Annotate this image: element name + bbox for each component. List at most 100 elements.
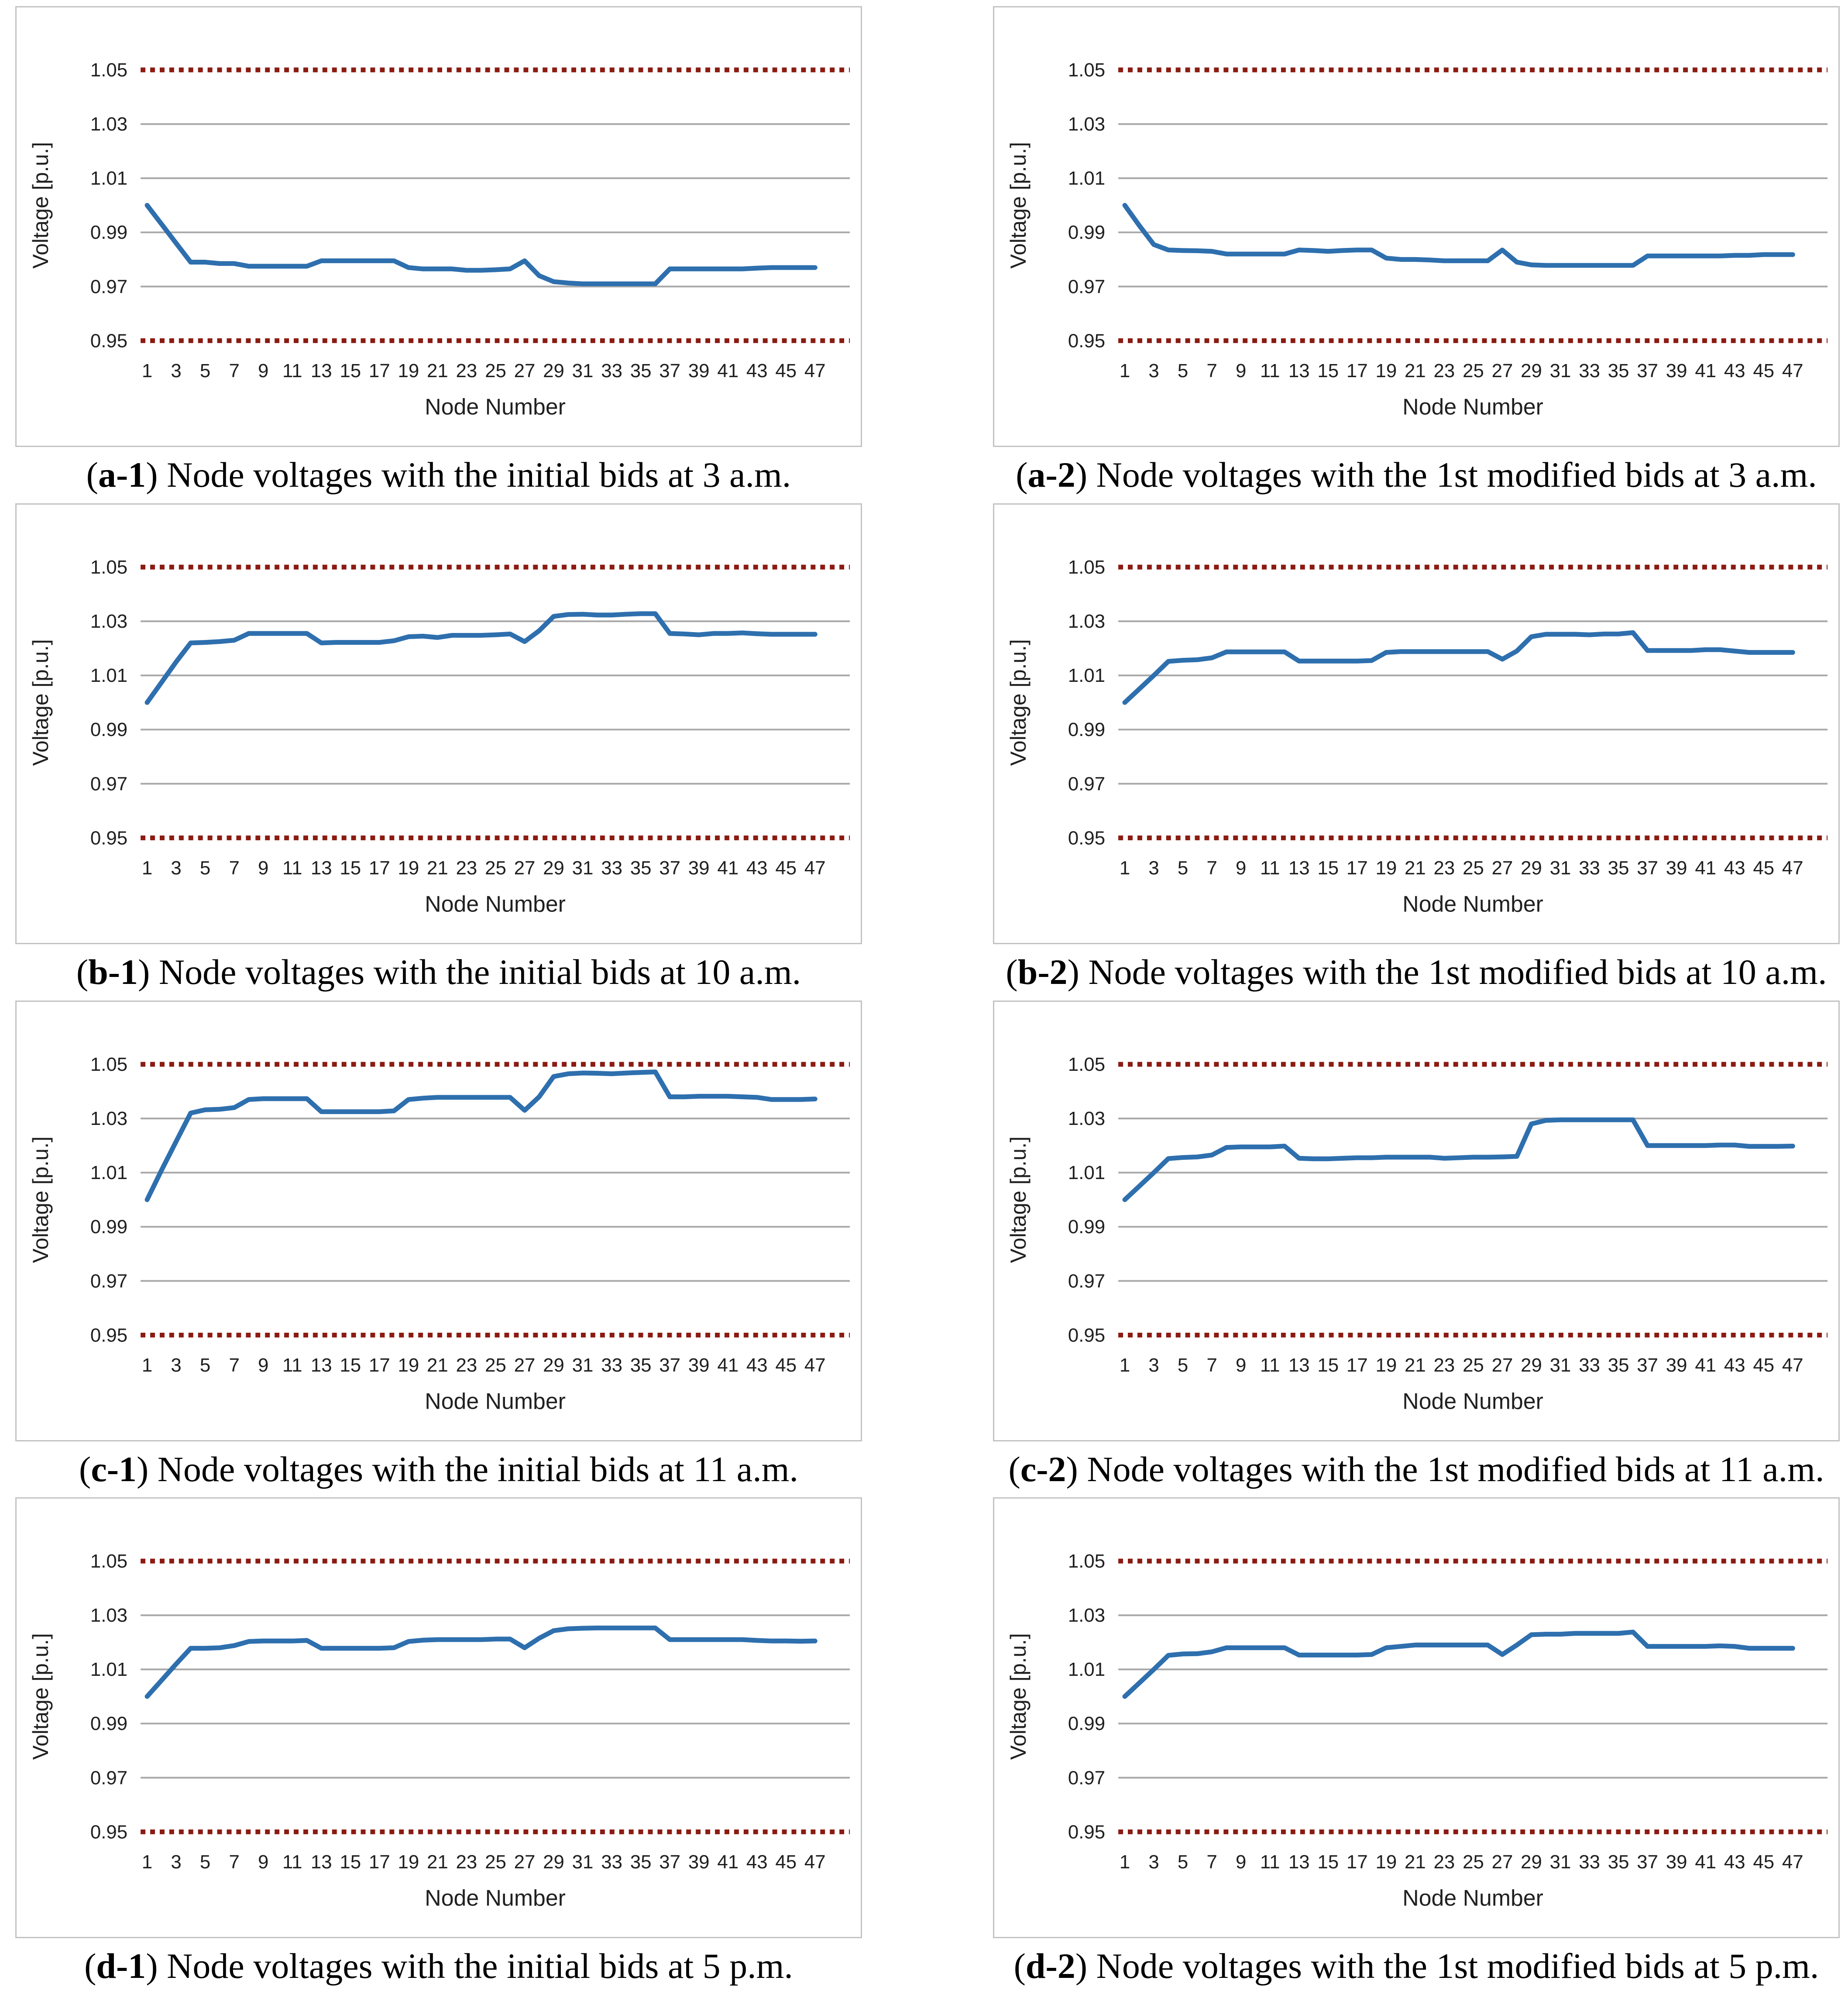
x-tick-label: 21 [427, 1851, 448, 1873]
figure-c2: 1.05 1.03 1.01 0.99 0.97 0.95 Voltage [p.u.] 1 3… [993, 1000, 1840, 1491]
x-tick-label: 39 [1666, 1354, 1687, 1375]
y-tick-label: 1.01 [90, 168, 127, 189]
x-tick-label: 27 [514, 857, 536, 879]
y-axis-title: Voltage [p.u.] [1006, 639, 1030, 766]
x-tick-label: 1 [142, 1354, 152, 1375]
x-tick-label: 21 [427, 857, 448, 879]
x-tick-label: 7 [1206, 1354, 1217, 1375]
x-tick-label: 35 [630, 360, 652, 382]
x-tick-label: 5 [200, 1851, 210, 1873]
x-tick-label: 7 [229, 1354, 239, 1375]
x-tick-label: 43 [1724, 857, 1745, 879]
y-tick-label: 1.01 [1068, 665, 1105, 686]
y-tick-label: 0.95 [1068, 330, 1105, 351]
x-tick-label: 35 [1608, 1354, 1629, 1375]
y-axis-title: Voltage [p.u.] [1006, 1633, 1030, 1760]
x-tick-label: 9 [1236, 360, 1246, 382]
x-tick-label: 5 [1178, 1354, 1188, 1375]
y-tick-label: 0.95 [90, 1822, 127, 1843]
x-tick-label: 19 [398, 857, 419, 879]
x-tick-label: 37 [659, 1851, 680, 1873]
voltage-series-line [1122, 203, 1795, 268]
x-tick-label: 33 [1579, 1851, 1600, 1873]
caption-a1: (a-1) Node voltages with the initial bid… [15, 454, 862, 496]
x-tick-label: 17 [369, 857, 390, 879]
y-tick-label: 0.99 [1068, 719, 1105, 740]
y-tick-label: 1.01 [90, 1162, 127, 1183]
x-tick-label: 27 [1492, 857, 1513, 879]
y-tick-label: 0.97 [1068, 773, 1105, 794]
caption-d2: (d-2) Node voltages with the 1st modifie… [993, 1945, 1840, 1988]
caption-a2: (a-2) Node voltages with the 1st modifie… [993, 454, 1840, 496]
caption-paren: ( [1016, 455, 1028, 495]
y-axis-title: Voltage [p.u.] [28, 1633, 53, 1760]
x-tick-label: 13 [1288, 360, 1310, 382]
y-tick-label: 0.95 [1068, 1822, 1105, 1843]
x-axis-title: Node Number [1402, 1388, 1543, 1413]
x-axis-title: Node Number [425, 1388, 566, 1413]
y-tick-label: 1.03 [1068, 611, 1105, 632]
x-tick-label: 29 [543, 1851, 564, 1873]
voltage-series-line [1122, 1117, 1795, 1202]
chart-a2: 1.05 1.03 1.01 0.99 0.97 0.95 Voltage [p.u.] 1 3… [993, 6, 1840, 447]
caption-text: ) Node voltages with the initial bids at… [146, 1946, 793, 1986]
y-tick-label: 1.05 [90, 1551, 127, 1572]
y-tick-label: 1.05 [90, 59, 127, 81]
x-axis-title: Node Number [425, 1885, 566, 1911]
x-tick-label: 29 [543, 360, 564, 382]
x-tick-label: 5 [1178, 857, 1188, 879]
x-tick-label: 29 [543, 857, 564, 879]
y-tick-label: 1.01 [1068, 1659, 1105, 1680]
x-tick-label: 25 [1463, 1851, 1484, 1873]
x-tick-label: 5 [200, 1354, 210, 1375]
x-tick-label: 13 [311, 857, 332, 879]
x-tick-label: 43 [1724, 1354, 1745, 1375]
x-tick-label: 1 [1120, 857, 1130, 879]
y-tick-label: 0.99 [1068, 222, 1105, 243]
x-tick-label: 37 [659, 360, 680, 382]
y-tick-label: 1.05 [90, 557, 127, 578]
figure-d2: 1.05 1.03 1.01 0.99 0.97 0.95 Voltage [p.u.] 1 3… [993, 1497, 1840, 1988]
x-tick-label: 31 [572, 857, 594, 879]
x-tick-label: 15 [340, 1354, 361, 1375]
x-tick-label: 29 [1521, 360, 1542, 382]
y-tick-label: 1.03 [90, 1108, 127, 1129]
x-tick-label: 7 [1206, 360, 1217, 382]
x-tick-label: 37 [1637, 1354, 1658, 1375]
y-tick-label: 1.03 [1068, 113, 1105, 135]
x-tick-label: 3 [1148, 857, 1159, 879]
x-tick-label: 41 [717, 857, 739, 879]
x-tick-label: 9 [258, 360, 268, 382]
x-tick-label: 31 [1550, 1851, 1571, 1873]
chart-a1: 1.05 1.03 1.01 0.99 0.97 0.95 Voltage [p.u.] 1 3… [15, 6, 862, 447]
x-tick-label: 35 [630, 857, 652, 879]
x-tick-label: 23 [456, 857, 477, 879]
x-tick-label: 33 [601, 360, 622, 382]
caption-label: b-2 [1017, 952, 1068, 992]
x-tick-label: 11 [1260, 360, 1280, 382]
x-tick-label: 33 [1579, 360, 1600, 382]
x-tick-label: 47 [1782, 360, 1803, 382]
x-tick-label: 33 [601, 857, 622, 879]
x-tick-label: 3 [171, 360, 181, 382]
x-tick-label: 11 [282, 857, 302, 879]
x-tick-label: 11 [1260, 1851, 1280, 1873]
caption-text: ) Node voltages with the 1st modified bi… [1067, 952, 1827, 992]
x-tick-label: 23 [1434, 1851, 1455, 1873]
caption-paren: ( [79, 1449, 91, 1489]
caption-label: a-2 [1027, 455, 1075, 495]
x-tick-label: 23 [456, 360, 477, 382]
x-tick-label: 17 [1346, 857, 1368, 879]
x-tick-label: 25 [485, 1851, 506, 1873]
x-tick-label: 45 [775, 360, 797, 382]
y-tick-label: 1.05 [1068, 59, 1105, 81]
x-tick-label: 43 [746, 1851, 768, 1873]
y-tick-label: 0.99 [1068, 1713, 1105, 1735]
x-tick-label: 27 [1492, 1354, 1513, 1375]
y-tick-label: 0.99 [90, 1216, 127, 1238]
x-tick-label: 21 [427, 1354, 448, 1375]
caption-label: d-2 [1025, 1946, 1075, 1986]
